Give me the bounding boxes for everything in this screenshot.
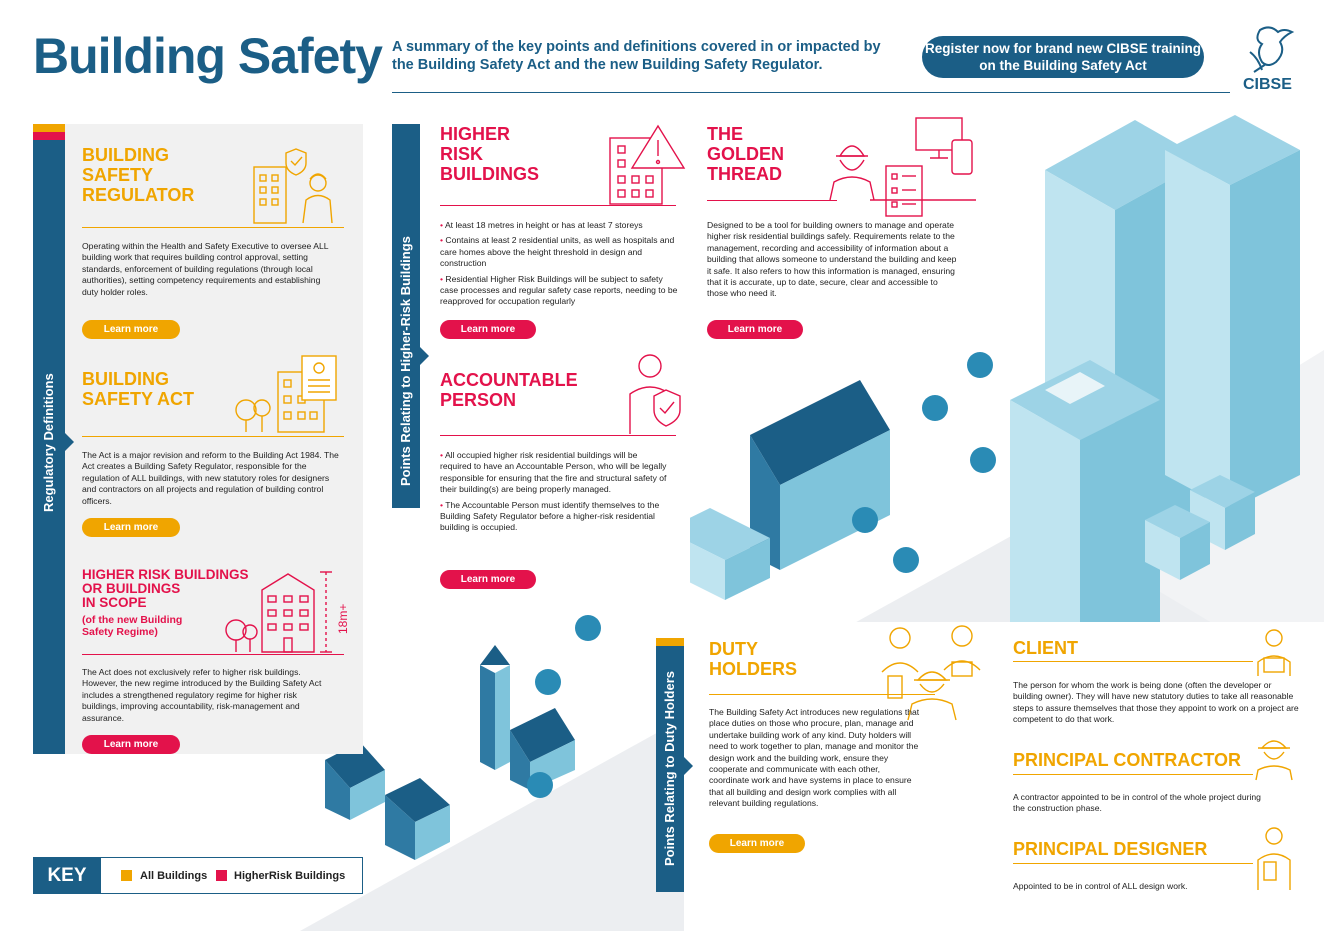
key-color-strip <box>33 124 65 132</box>
duty-holders-content-area <box>684 622 1324 931</box>
act-document-icon <box>235 355 337 433</box>
client-title: CLIENT <box>1013 638 1078 658</box>
principal-designer-title: PRINCIPAL DESIGNER <box>1013 839 1208 859</box>
page-subtitle: A summary of the key points and definiti… <box>392 39 881 73</box>
accountable-bullet-list: • All occupied higher risk residential b… <box>440 450 670 538</box>
section-divider <box>440 205 676 206</box>
section-divider <box>707 200 837 201</box>
sidebar-pointer <box>65 433 74 451</box>
hrb-scope-title: HIGHER RISK BUILDINGS OR BUILDINGS IN SC… <box>82 567 249 610</box>
list-item: • The Accountable Person must identify t… <box>440 499 660 533</box>
higher-risk-sidebar <box>392 124 420 508</box>
cibse-logo-text: CIBSE <box>1243 76 1292 93</box>
section-divider <box>709 694 935 695</box>
key-label: KEY <box>33 857 101 894</box>
cibse-liver-bird-icon <box>1249 26 1295 73</box>
accountable-learn-more-button[interactable]: Learn more <box>440 570 536 589</box>
key-color-strip <box>656 638 684 646</box>
bsa-title: BUILDING SAFETY ACT <box>82 369 195 409</box>
golden-thread-title: THE GOLDEN THREAD <box>707 124 785 184</box>
sidebar-label-duty-holders: Points Relating to Duty Holders <box>662 670 677 866</box>
key-item-higher-risk: HigherRisk Buildings <box>234 870 346 882</box>
house-building <box>385 778 450 860</box>
golden-thread-learn-more-button[interactable]: Learn more <box>707 320 803 339</box>
golden-thread-worker-icon <box>829 117 976 217</box>
office-building <box>1010 360 1160 665</box>
accountable-person-shield-icon <box>629 354 681 434</box>
client-laptop-icon <box>1257 629 1291 676</box>
regulatory-definitions-panel <box>33 124 363 754</box>
principal-designer-description: Appointed to be in control of ALL design… <box>1013 881 1188 891</box>
duty-holders-team-icon <box>881 625 981 721</box>
principal-contractor-description: A contractor appointed to be in control … <box>1013 792 1261 814</box>
list-item: • All occupied higher risk residential b… <box>440 450 667 495</box>
key-color-strip <box>33 132 65 140</box>
duty-holders-title: DUTY HOLDERS <box>709 639 798 679</box>
contractor-hardhat-icon <box>1255 740 1293 781</box>
bsa-learn-more-button[interactable]: Learn more <box>82 518 180 537</box>
accountable-person-title: ACCOUNTABLE PERSON <box>440 370 578 410</box>
bsr-title: BUILDING SAFETY REGULATOR <box>82 145 195 205</box>
list-item: • Contains at least 2 residential units,… <box>440 235 675 269</box>
sidebar-label-regulatory: Regulatory Definitions <box>41 373 56 512</box>
height-label: 18m+ <box>336 603 350 634</box>
designer-person-icon <box>1257 827 1291 890</box>
list-item: • At least 18 metres in height or has at… <box>440 220 643 230</box>
key-swatch-higher-risk <box>216 870 227 881</box>
hrb-title: HIGHER RISK BUILDINGS <box>440 124 539 184</box>
sidebar-pointer <box>684 757 693 775</box>
key-swatch-all-buildings <box>121 870 132 881</box>
principal-contractor-title: PRINCIPAL CONTRACTOR <box>1013 750 1242 770</box>
duty-holders-sidebar <box>656 638 684 892</box>
clock-tower <box>480 645 575 790</box>
low-building <box>1145 505 1210 580</box>
section-divider <box>82 654 344 655</box>
golden-thread-description: Designed to be a tool for building owner… <box>707 220 957 299</box>
key-item-all-buildings: All Buildings <box>140 870 208 882</box>
hrb-scope-description: The Act does not exclusively refer to hi… <box>82 667 322 723</box>
hrb-learn-more-button[interactable]: Learn more <box>440 320 536 339</box>
gabled-building <box>750 380 890 570</box>
higher-risk-content-area <box>420 118 690 598</box>
section-divider <box>1013 661 1253 662</box>
bsr-description: Operating within the Health and Safety E… <box>82 241 329 297</box>
page-title: Building Safety <box>33 28 383 84</box>
tall-building-height-icon <box>225 571 332 653</box>
golden-thread-content-area <box>690 118 980 338</box>
regulator-building-icon <box>253 148 333 224</box>
section-divider <box>82 227 344 228</box>
duty-holders-learn-more-button[interactable]: Learn more <box>709 834 805 853</box>
section-divider <box>440 435 676 436</box>
section-divider <box>1013 774 1253 775</box>
client-description: The person for whom the work is being do… <box>1013 680 1299 725</box>
list-item: • Residential Higher Risk Buildings will… <box>440 273 678 307</box>
bsr-learn-more-button[interactable]: Learn more <box>82 320 180 339</box>
sidebar-pointer <box>420 347 429 365</box>
section-divider <box>1013 863 1253 864</box>
hrb-bullet-list: • At least 18 metres in height or has at… <box>440 220 680 312</box>
hazard-building-icon <box>609 124 686 205</box>
hrb-scope-subtitle: (of the new Building Safety Regime) <box>82 614 183 638</box>
duty-holders-description: The Building Safety Act introduces new r… <box>709 707 920 809</box>
header-divider <box>392 92 1230 93</box>
section-divider <box>82 436 344 437</box>
bsa-description: The Act is a major revision and reform t… <box>82 450 339 506</box>
register-training-button[interactable]: Register now for brand new CIBSE trainin… <box>922 36 1204 78</box>
regulatory-sidebar <box>33 140 65 754</box>
sidebar-label-higher-risk: Points Relating to Higher-Risk Buildings <box>398 236 413 486</box>
tower-building <box>1165 115 1300 510</box>
hrb-scope-learn-more-button[interactable]: Learn more <box>82 735 180 754</box>
